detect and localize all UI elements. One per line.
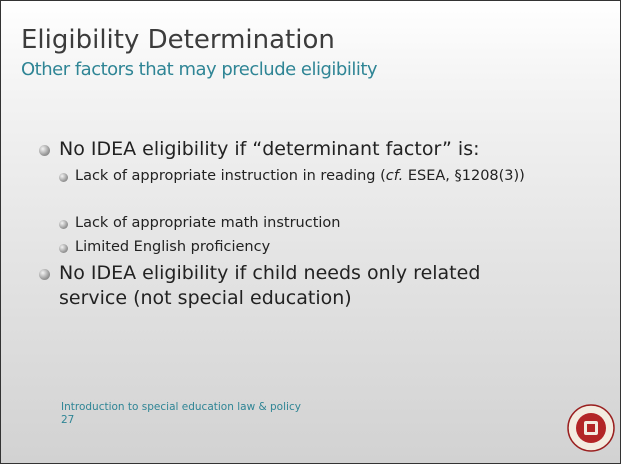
sub-bullet: Lack of appropriate math instruction bbox=[75, 215, 341, 231]
sub-bullet: Limited English proficiency bbox=[75, 239, 271, 255]
slide-title: Eligibility Determination bbox=[21, 25, 335, 55]
bullet: No IDEA eligibility if child needs only … bbox=[59, 262, 481, 309]
footer-text: Introduction to special education law & … bbox=[61, 401, 301, 413]
bullet-icon bbox=[59, 244, 68, 253]
sub-bullet: Lack of appropriate instruction in readi… bbox=[75, 166, 575, 186]
bullet-icon bbox=[59, 220, 68, 229]
bullet-icon bbox=[59, 173, 68, 182]
text: ESEA, §1208(3)) bbox=[403, 168, 525, 184]
bullet-icon bbox=[39, 145, 50, 156]
bullet: No IDEA eligibility if “determinant fact… bbox=[59, 138, 480, 160]
footer: Introduction to special education law & … bbox=[61, 401, 301, 427]
university-seal bbox=[567, 404, 615, 452]
bullet-icon bbox=[39, 269, 50, 280]
slide-subtitle: Other factors that may preclude eligibil… bbox=[21, 59, 378, 80]
page-number: 27 bbox=[61, 414, 75, 426]
emphasis: cf. bbox=[385, 168, 404, 184]
text: Lack of appropriate instruction in readi… bbox=[75, 168, 386, 184]
